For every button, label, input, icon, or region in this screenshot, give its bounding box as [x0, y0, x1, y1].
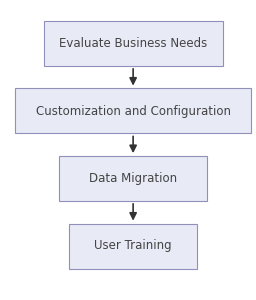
FancyBboxPatch shape: [69, 224, 197, 268]
FancyBboxPatch shape: [15, 88, 251, 134]
Text: Data Migration: Data Migration: [89, 172, 177, 185]
FancyBboxPatch shape: [44, 21, 223, 66]
Text: Evaluate Business Needs: Evaluate Business Needs: [59, 37, 207, 50]
Text: Customization and Configuration: Customization and Configuration: [36, 104, 231, 118]
FancyBboxPatch shape: [59, 156, 207, 201]
Text: User Training: User Training: [94, 239, 172, 253]
